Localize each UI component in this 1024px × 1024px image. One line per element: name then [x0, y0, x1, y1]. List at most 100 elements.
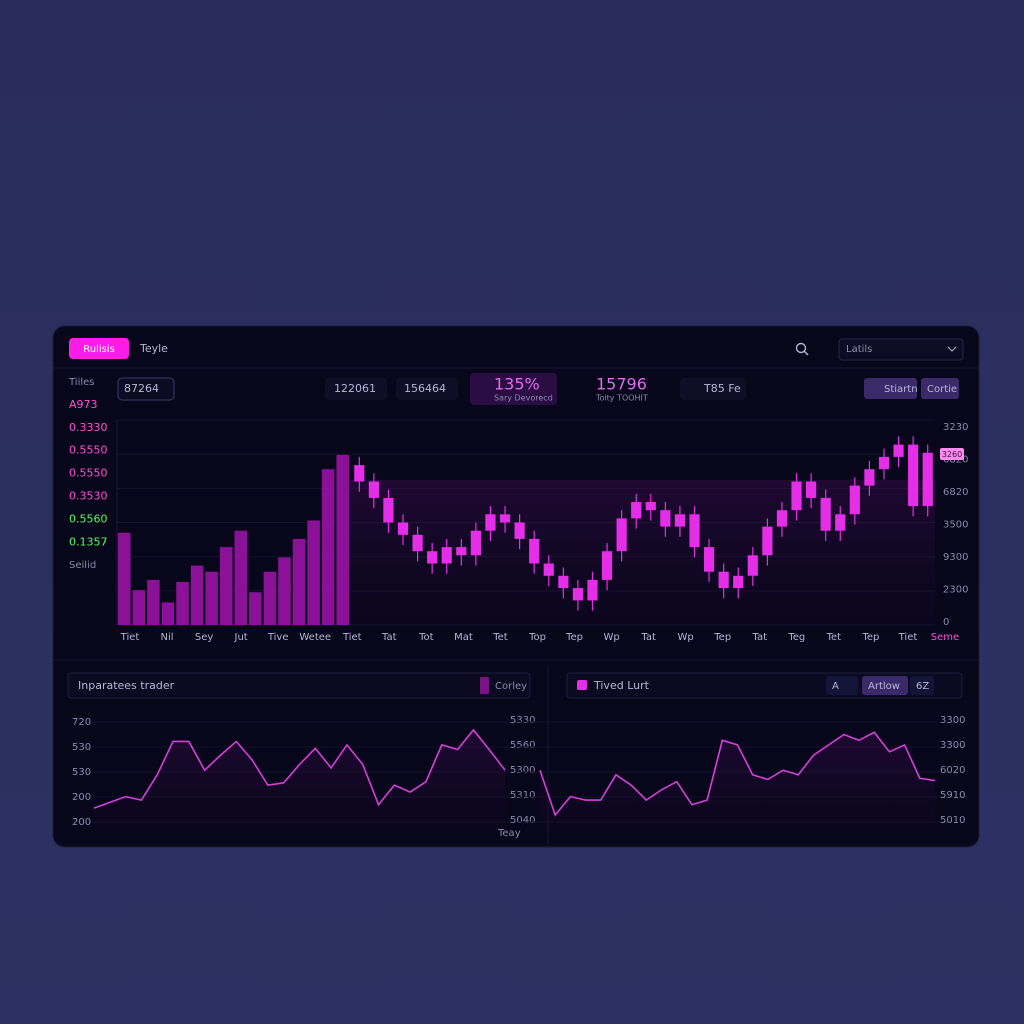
candle-body — [893, 444, 904, 457]
x-tick-label: Tat — [381, 632, 397, 643]
volume-bar — [292, 538, 306, 625]
x-tick-label: Wp — [603, 632, 619, 643]
select-box[interactable] — [117, 377, 175, 401]
select-label: 87264 — [124, 382, 159, 395]
x-tick-label: Nil — [161, 632, 174, 643]
candle-body — [733, 575, 744, 589]
candle-body — [689, 514, 700, 548]
field-2[interactable] — [396, 378, 458, 400]
side-item: 0.1357 — [69, 535, 108, 548]
candle-body — [543, 563, 554, 576]
side-item: 0.5560 — [69, 512, 108, 525]
x-tick-label: Tat — [752, 632, 768, 643]
brand-label: Rulisis — [83, 344, 115, 355]
button-2[interactable] — [921, 378, 959, 399]
y-axis-label-left: 200 — [72, 792, 91, 803]
y-axis-label-right: 5330 — [510, 715, 535, 726]
candle-area-shade — [350, 480, 935, 625]
brand-button[interactable] — [69, 338, 129, 359]
y-axis-label-right: 3300 — [940, 715, 965, 726]
candle-body — [660, 510, 671, 527]
button-1[interactable] — [864, 378, 917, 399]
x-tick-label: Seme — [931, 632, 959, 643]
field-3[interactable] — [680, 378, 746, 400]
field-1-label: 122061 — [334, 382, 376, 395]
field-1[interactable] — [325, 378, 387, 400]
candle-body — [908, 444, 919, 507]
candle-body — [762, 526, 773, 556]
y-axis-label-left: 720 — [72, 717, 91, 728]
side-list: Tiiles A973 0.3330 0.5550 0.5550 0.3530 0.5560… — [68, 377, 108, 571]
y-axis-label-left: 530 — [72, 742, 91, 753]
card-button-bg[interactable] — [826, 676, 858, 695]
candle-body — [383, 497, 394, 523]
volume-bar — [249, 592, 262, 625]
y-axis-label-left: 530 — [72, 767, 91, 778]
line-area-shade — [540, 732, 935, 830]
tab-label[interactable]: Teyle — [139, 342, 168, 355]
volume-bar — [219, 547, 233, 625]
card-1-header — [67, 672, 531, 699]
line-chart-1: 720 530 530 200 200 5330 5560 5300 5310 5040 Teay I… — [72, 679, 535, 839]
candle-body — [587, 579, 598, 601]
stat-2-value: 15796 — [596, 375, 647, 394]
y-axis-label: 0 — [943, 617, 949, 628]
x-tick-label: Tiet — [898, 632, 918, 643]
candle-body — [849, 485, 860, 515]
candle-body — [806, 481, 817, 498]
dropdown-label: Latils — [846, 344, 872, 355]
side-item: 0.3330 — [69, 421, 108, 434]
card-button: A — [832, 681, 839, 692]
x-tick-label: Jut — [234, 632, 248, 643]
candle-body — [412, 534, 423, 552]
candle-body — [485, 514, 496, 531]
y-axis-label: 3230 — [943, 422, 968, 433]
volume-bar — [147, 579, 160, 625]
side-item: A973 — [69, 398, 98, 411]
volume-bar — [307, 520, 320, 625]
y-axis-label-right: 5560 — [510, 740, 535, 751]
card-button-bg[interactable] — [862, 676, 908, 695]
y-axis-label-right: 5040 — [510, 815, 535, 826]
x-tick-label: Teg — [787, 632, 805, 643]
candle-body — [572, 588, 584, 601]
candle-body — [922, 452, 933, 507]
x-tick-label: Sey — [195, 632, 214, 643]
volume-bar — [234, 530, 248, 625]
button-2-label: Cortie — [927, 384, 957, 395]
candle-body — [514, 522, 525, 539]
line-series — [93, 728, 506, 809]
x-tick-label: Wp — [678, 632, 694, 643]
card-button-bg[interactable] — [910, 676, 934, 695]
x-tick-label: Tiet — [120, 632, 140, 643]
candle-body — [835, 514, 846, 531]
side-item: Seilid — [69, 560, 96, 571]
search-icon[interactable] — [795, 342, 807, 354]
field-3-label: T85 Fe — [703, 382, 741, 395]
card-1-swatch — [480, 677, 489, 694]
candle-body — [776, 510, 788, 527]
candle-body — [427, 551, 438, 564]
candle-body — [747, 555, 758, 576]
field-2-label: 156464 — [404, 382, 446, 395]
volume-bar — [161, 602, 175, 625]
y-axis-label-right: 5910 — [940, 790, 965, 801]
line-area-shade — [94, 729, 505, 830]
side-item: 0.5550 — [69, 444, 108, 457]
candle-body — [368, 481, 379, 498]
x-tick-label: Tep — [861, 632, 879, 643]
dropdown[interactable] — [838, 338, 964, 361]
stat-2-caption: Toity TOOHIT — [595, 394, 648, 403]
y-axis-label-right: 5300 — [510, 765, 535, 776]
volume-bar — [336, 454, 349, 625]
volume-bar — [190, 565, 204, 625]
card-button: Corley — [495, 681, 527, 692]
x-tick-label: Wetee — [299, 632, 331, 643]
stat-1-card — [470, 373, 557, 405]
price-tag: 3260 — [942, 450, 962, 459]
stat-1-value: 135% — [494, 375, 540, 394]
candle-body — [616, 518, 627, 552]
x-tick-label: Tive — [267, 632, 289, 643]
candle-body — [529, 538, 540, 564]
volume-bar — [263, 571, 277, 625]
